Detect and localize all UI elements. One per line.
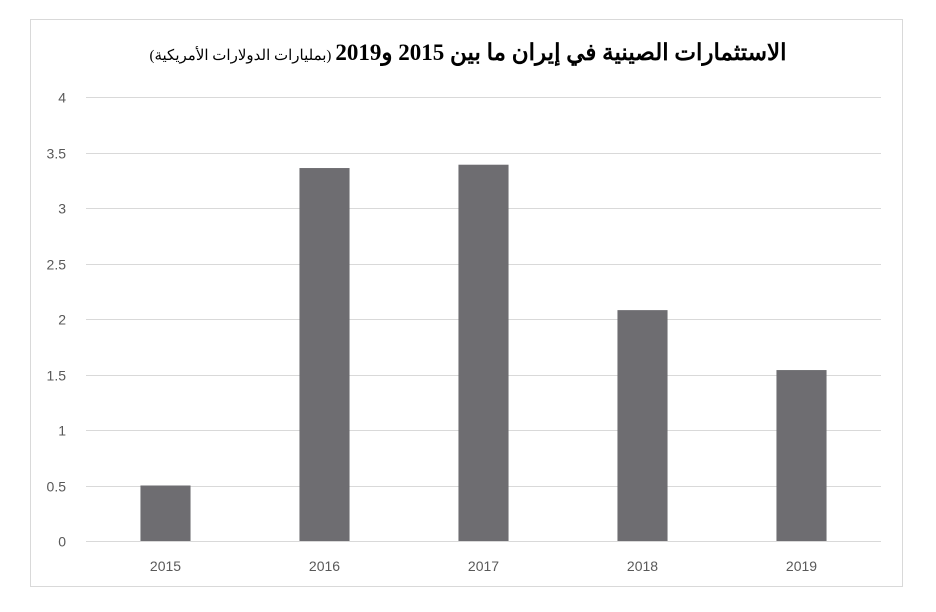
y-tick-label: 1.5	[47, 368, 67, 384]
bar-2017	[458, 164, 509, 541]
y-tick-label: 4	[58, 90, 66, 106]
x-tick-label-2015: 2015	[150, 558, 181, 574]
bars	[140, 164, 827, 542]
chart-title: الاستثمارات الصينية في إيران ما بين 2015…	[0, 40, 936, 66]
x-axis-ticks: 2015 2016 2017 2018 2019	[150, 558, 817, 574]
bar-2015	[140, 485, 191, 541]
bar-2019	[776, 370, 827, 541]
x-tick-label-2016: 2016	[309, 558, 340, 574]
y-tick-label: 2.5	[47, 257, 67, 273]
bar-2018	[617, 310, 668, 541]
x-tick-label-2019: 2019	[786, 558, 817, 574]
y-axis-ticks: 0 0.5 1 1.5 2 2.5 3 3.5 4	[47, 90, 67, 550]
y-tick-label: 3.5	[47, 146, 67, 162]
y-tick-label: 0.5	[47, 479, 67, 495]
x-tick-label-2018: 2018	[627, 558, 658, 574]
x-tick-label-2017: 2017	[468, 558, 499, 574]
bar-2016	[299, 168, 350, 542]
y-tick-label: 2	[58, 312, 66, 328]
chart-title-main: الاستثمارات الصينية في إيران ما بين 2015…	[335, 40, 787, 65]
y-tick-label: 1	[58, 423, 66, 439]
y-tick-label: 3	[58, 201, 66, 217]
y-tick-label: 0	[58, 534, 66, 550]
chart-subtitle: (بمليارات الدولارات الأمريكية)	[149, 48, 332, 64]
